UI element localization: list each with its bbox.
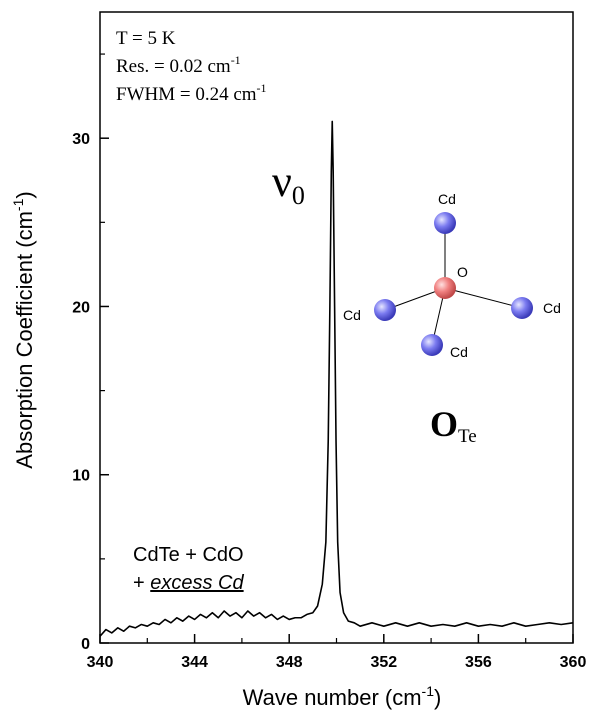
defect-label-text: O xyxy=(430,404,458,444)
sample-label-emphasis: excess Cd xyxy=(150,572,244,594)
annotation-text: T = 5 K xyxy=(116,28,176,49)
peak-label-text: ν xyxy=(272,157,292,206)
y-tick-label: 20 xyxy=(72,299,90,316)
x-label-text: Wave number (cm xyxy=(243,685,422,710)
annotation: Res. = 0.02 cm-1 xyxy=(116,53,241,77)
cd-atom xyxy=(511,297,533,319)
bond xyxy=(444,287,523,309)
x-tick-label: 348 xyxy=(276,654,303,671)
spectrum-line xyxy=(99,120,574,637)
x-tick-label: 356 xyxy=(465,654,492,671)
y-tick-label: 30 xyxy=(72,131,90,148)
annotation: T = 5 K xyxy=(116,28,176,49)
sample-label-prefix: + xyxy=(133,572,150,594)
cd-atom xyxy=(421,334,443,356)
y-label-text: Absorption Coefficient (cm xyxy=(12,211,37,469)
annotation-text: Res. = 0.02 cm xyxy=(116,56,231,77)
o-atom xyxy=(434,277,456,299)
annotation: FWHM = 0.24 cm-1 xyxy=(116,81,267,105)
y-label-end: ) xyxy=(12,191,37,198)
cd-atom xyxy=(434,212,456,234)
sample-label: CdTe + CdO xyxy=(133,544,244,566)
x-axis-label: Wave number (cm-1) xyxy=(243,683,442,710)
defect-label: OTe xyxy=(430,404,477,447)
x-tick-label: 360 xyxy=(560,654,587,671)
atom-label: Cd xyxy=(438,191,456,207)
peak-label-sub: 0 xyxy=(292,181,305,210)
annotation-text: FWHM = 0.24 cm xyxy=(116,84,257,105)
x-label-sup: -1 xyxy=(422,683,435,699)
peak-label: ν0 xyxy=(272,157,305,210)
atom-label: Cd xyxy=(343,307,361,323)
x-tick-label: 344 xyxy=(181,654,208,671)
atom-label: Cd xyxy=(450,344,468,360)
inset-molecule: Cd Cd Cd Cd O xyxy=(343,191,561,360)
annotation-sup: -1 xyxy=(257,81,267,95)
y-tick-label: 0 xyxy=(81,636,90,653)
cd-atom xyxy=(374,299,396,321)
x-tick-label: 352 xyxy=(370,654,397,671)
x-label-end: ) xyxy=(434,685,441,710)
defect-label-sub: Te xyxy=(458,426,477,447)
y-axis-label: Absorption Coefficient (cm-1) xyxy=(10,191,37,468)
atom-label: O xyxy=(457,264,468,280)
annotation-sup: -1 xyxy=(231,53,241,67)
x-tick-label: 340 xyxy=(87,654,114,671)
atom-label: Cd xyxy=(543,300,561,316)
y-label-sup: -1 xyxy=(10,198,26,211)
y-tick-label: 10 xyxy=(72,468,90,485)
sample-label: + excess Cd xyxy=(133,572,244,594)
